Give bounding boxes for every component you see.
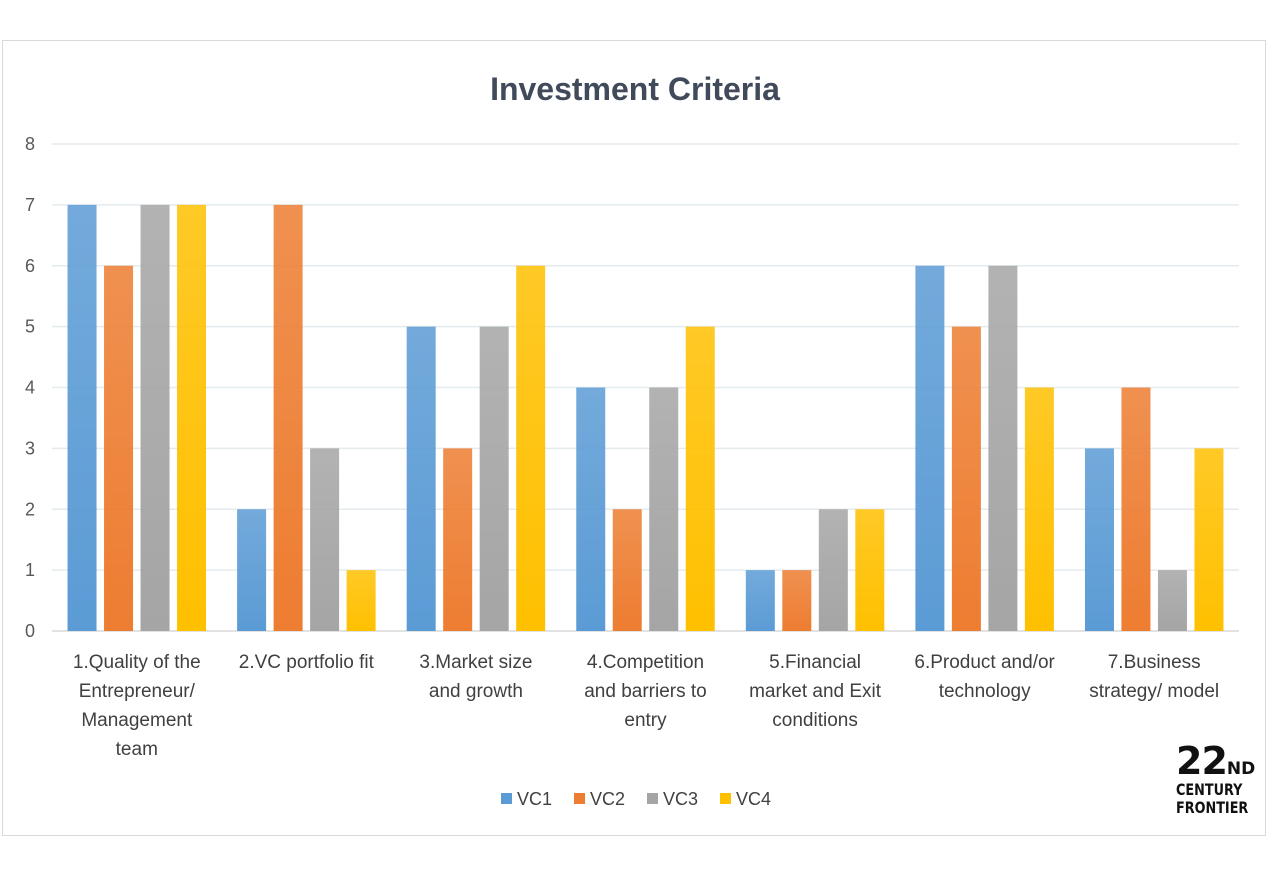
x-tick-label-line: Entrepreneur/ (79, 681, 196, 702)
y-tick-label: 8 (25, 134, 35, 154)
bar-vc4 (855, 509, 885, 631)
brand-logo: 22ND CENTURY FRONTIER (1176, 742, 1266, 816)
legend-label-vc4: VC4 (736, 789, 771, 809)
bar-vc3 (479, 326, 509, 631)
chart-frame: Investment Criteria 0 1 2 3 4 5 6 7 8 1.Quality of… (2, 40, 1266, 836)
bar-vc4 (346, 570, 376, 631)
bar-vc1 (915, 265, 945, 631)
bar-vc1 (237, 509, 267, 631)
legend-label-vc1: VC1 (517, 789, 552, 809)
y-tick-label: 4 (25, 378, 35, 398)
x-tick-label-line: and barriers to (584, 681, 707, 702)
legend-swatch-vc2 (574, 793, 585, 804)
y-tick-label: 2 (25, 499, 35, 519)
legend-swatch-vc4 (720, 793, 731, 804)
y-tick-label: 6 (25, 256, 35, 276)
bar-vc3 (649, 387, 679, 631)
x-tick-label-line: 5.Financial (769, 652, 861, 673)
bar-vc3 (818, 509, 848, 631)
bar-vc2 (104, 265, 134, 631)
bar-vc1 (67, 204, 97, 631)
bar-vc4 (1194, 448, 1224, 631)
y-tick-label: 1 (25, 560, 35, 580)
x-tick-label-line: conditions (772, 710, 858, 731)
bar-vc1 (745, 570, 775, 631)
x-tick-label: 4.Competition and barriers to entry (584, 652, 707, 731)
legend-swatch-vc1 (501, 793, 512, 804)
bar-vc2 (443, 448, 473, 631)
x-tick-label-line: 1.Quality of the (73, 652, 201, 673)
bar-chart: Investment Criteria 0 1 2 3 4 5 6 7 8 1.Quality of… (25, 71, 1239, 809)
x-tick-label-line: 2.VC portfolio fit (239, 652, 375, 673)
x-tick-label-line: 7.Business (1108, 652, 1201, 673)
y-tick-label: 5 (25, 317, 35, 337)
x-tick-label-line: Management (81, 710, 193, 731)
x-tick-label-line: 3.Market size (419, 652, 532, 673)
bar-vc1 (406, 326, 436, 631)
brand-number: 22 (1176, 739, 1228, 783)
x-tick-label: 3.Market size and growth (419, 652, 532, 702)
x-tick-label: 2.VC portfolio fit (239, 652, 375, 673)
bar-vc1 (1084, 448, 1114, 631)
legend-swatch-vc3 (647, 793, 658, 804)
x-tick-label-line: technology (939, 681, 1031, 702)
bar-vc2 (1121, 387, 1151, 631)
bar-vc4 (685, 326, 715, 631)
x-tick-label: 6.Product and/or technology (914, 652, 1055, 702)
y-tick-label: 0 (25, 621, 35, 641)
legend-label-vc2: VC2 (590, 789, 625, 809)
brand-line-1: CENTURY (1176, 780, 1243, 799)
chart-title: Investment Criteria (490, 71, 780, 107)
bar-vc4 (516, 265, 546, 631)
bar-vc1 (576, 387, 606, 631)
y-tick-label: 3 (25, 438, 35, 458)
legend-label-vc3: VC3 (663, 789, 698, 809)
bar-vc3 (140, 204, 170, 631)
bar-vc3 (310, 448, 340, 631)
x-tick-label-line: 6.Product and/or (914, 652, 1055, 673)
bar-vc2 (273, 204, 303, 631)
brand-suffix: ND (1226, 759, 1256, 779)
bar-vc2 (951, 326, 981, 631)
x-tick-label-line: team (116, 739, 158, 760)
bar-vc4 (177, 204, 207, 631)
bar-vc3 (988, 265, 1018, 631)
bar-vc3 (1157, 570, 1187, 631)
x-tick-label-line: entry (624, 710, 667, 731)
x-tick-label-line: and growth (429, 681, 523, 702)
bar-vc2 (612, 509, 642, 631)
brand-line-2: FRONTIER (1176, 798, 1249, 817)
x-tick-label: 7.Business strategy/ model (1089, 652, 1219, 702)
bar-vc2 (782, 570, 812, 631)
x-tick-label: 5.Financial market and Exit conditions (749, 652, 882, 731)
x-tick-label-line: 4.Competition (587, 652, 704, 673)
x-tick-label-line: strategy/ model (1089, 681, 1219, 702)
bar-vc4 (1024, 387, 1054, 631)
y-tick-label: 7 (25, 195, 35, 215)
x-tick-label: 1.Quality of the Entrepreneur/Management t… (73, 652, 201, 760)
x-tick-label-line: market and Exit (749, 681, 882, 702)
